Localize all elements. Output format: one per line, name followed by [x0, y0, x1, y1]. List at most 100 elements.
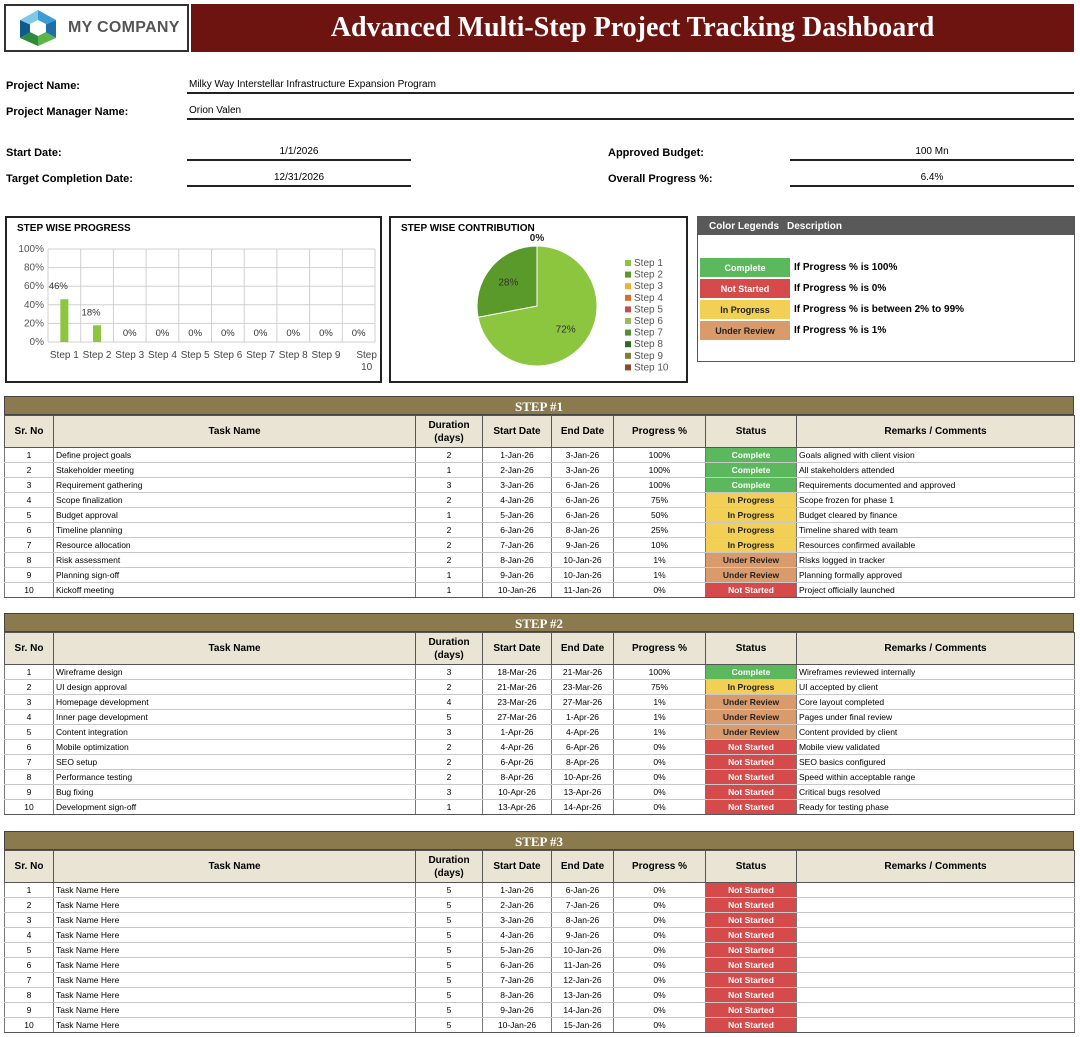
cell-sr[interactable]: 8 [4, 552, 54, 568]
cell-duration[interactable]: 1 [415, 799, 483, 815]
column-header-progress[interactable]: Progress % [613, 415, 706, 448]
cell-duration[interactable]: 5 [415, 882, 483, 898]
table-row[interactable]: 4 Task Name Here 5 4-Jan-26 9-Jan-26 0% Not St… [4, 927, 1075, 943]
table-row[interactable]: 9 Bug fixing 3 10-Apr-26 13-Apr-26 0% Not Star… [4, 784, 1075, 800]
cell-end[interactable]: 9-Jan-26 [551, 927, 614, 943]
table-row[interactable]: 4 Inner page development 5 27-Mar-26 1-Apr-2… [4, 709, 1075, 725]
cell-remarks[interactable]: Ready for testing phase [796, 799, 1075, 815]
cell-remarks[interactable] [796, 927, 1075, 943]
cell-progress[interactable]: 75% [613, 679, 706, 695]
cell-remarks[interactable]: Planning formally approved [796, 567, 1075, 583]
status-badge[interactable]: Not Started [705, 882, 797, 898]
cell-task[interactable]: Homepage development [53, 694, 416, 710]
cell-progress[interactable]: 0% [613, 769, 706, 785]
cell-start[interactable]: 10-Jan-26 [482, 1017, 552, 1033]
table-row[interactable]: 3 Requirement gathering 3 3-Jan-26 6-Jan-26 1… [4, 477, 1075, 493]
cell-duration[interactable]: 5 [415, 912, 483, 928]
table-row[interactable]: 6 Task Name Here 5 6-Jan-26 11-Jan-26 0% Not S… [4, 957, 1075, 973]
cell-start[interactable]: 27-Mar-26 [482, 709, 552, 725]
cell-end[interactable]: 10-Jan-26 [551, 567, 614, 583]
cell-remarks[interactable]: All stakeholders attended [796, 462, 1075, 478]
cell-remarks[interactable] [796, 882, 1075, 898]
cell-remarks[interactable] [796, 972, 1075, 988]
column-header-progress[interactable]: Progress % [613, 850, 706, 883]
cell-end[interactable]: 6-Apr-26 [551, 739, 614, 755]
cell-start[interactable]: 23-Mar-26 [482, 694, 552, 710]
cell-progress[interactable]: 25% [613, 522, 706, 538]
cell-start[interactable]: 3-Jan-26 [482, 477, 552, 493]
cell-task[interactable]: Task Name Here [53, 942, 416, 958]
cell-progress[interactable]: 1% [613, 709, 706, 725]
cell-duration[interactable]: 1 [415, 582, 483, 598]
column-header-status[interactable]: Status [705, 850, 797, 883]
table-row[interactable]: 10 Task Name Here 5 10-Jan-26 15-Jan-26 0% Not… [4, 1017, 1075, 1033]
table-row[interactable]: 5 Content integration 3 1-Apr-26 4-Apr-26 1% U… [4, 724, 1075, 740]
cell-sr[interactable]: 1 [4, 882, 54, 898]
table-row[interactable]: 6 Timeline planning 2 6-Jan-26 8-Jan-26 25% In… [4, 522, 1075, 538]
cell-duration[interactable]: 4 [415, 694, 483, 710]
cell-start[interactable]: 10-Apr-26 [482, 784, 552, 800]
cell-remarks[interactable]: Pages under final review [796, 709, 1075, 725]
status-badge[interactable]: Complete [705, 477, 797, 493]
cell-task[interactable]: Bug fixing [53, 784, 416, 800]
cell-sr[interactable]: 9 [4, 1002, 54, 1018]
column-header-status[interactable]: Status [705, 632, 797, 665]
cell-sr[interactable]: 7 [4, 537, 54, 553]
cell-end[interactable]: 4-Apr-26 [551, 724, 614, 740]
cell-end[interactable]: 14-Apr-26 [551, 799, 614, 815]
cell-progress[interactable]: 0% [613, 1002, 706, 1018]
column-header-end[interactable]: End Date [551, 415, 614, 448]
table-row[interactable]: 5 Budget approval 1 5-Jan-26 6-Jan-26 50% In P… [4, 507, 1075, 523]
cell-start[interactable]: 6-Apr-26 [482, 754, 552, 770]
column-header-end[interactable]: End Date [551, 850, 614, 883]
cell-duration[interactable]: 2 [415, 769, 483, 785]
table-row[interactable]: 10 Development sign-off 1 13-Apr-26 14-Apr-2… [4, 799, 1075, 815]
cell-start[interactable]: 5-Jan-26 [482, 507, 552, 523]
cell-remarks[interactable]: Timeline shared with team [796, 522, 1075, 538]
cell-remarks[interactable]: UI accepted by client [796, 679, 1075, 695]
cell-start[interactable]: 5-Jan-26 [482, 942, 552, 958]
cell-duration[interactable]: 1 [415, 462, 483, 478]
column-header-start[interactable]: Start Date [482, 415, 552, 448]
column-header-start[interactable]: Start Date [482, 632, 552, 665]
cell-start[interactable]: 7-Jan-26 [482, 537, 552, 553]
cell-sr[interactable]: 6 [4, 522, 54, 538]
table-row[interactable]: 4 Scope finalization 2 4-Jan-26 6-Jan-26 75% I… [4, 492, 1075, 508]
cell-task[interactable]: Risk assessment [53, 552, 416, 568]
cell-end[interactable]: 21-Mar-26 [551, 664, 614, 680]
cell-remarks[interactable] [796, 1017, 1075, 1033]
status-badge[interactable]: Not Started [705, 942, 797, 958]
cell-progress[interactable]: 0% [613, 957, 706, 973]
cell-start[interactable]: 2-Jan-26 [482, 897, 552, 913]
status-badge[interactable]: Not Started [705, 912, 797, 928]
column-header-remarks[interactable]: Remarks / Comments [796, 850, 1075, 883]
cell-start[interactable]: 8-Jan-26 [482, 552, 552, 568]
table-row[interactable]: 2 UI design approval 2 21-Mar-26 23-Mar-26 75… [4, 679, 1075, 695]
column-header-duration[interactable]: Duration (days) [415, 415, 483, 448]
status-badge[interactable]: Not Started [705, 1002, 797, 1018]
cell-duration[interactable]: 3 [415, 664, 483, 680]
cell-progress[interactable]: 0% [613, 897, 706, 913]
cell-progress[interactable]: 0% [613, 784, 706, 800]
cell-end[interactable]: 1-Apr-26 [551, 709, 614, 725]
cell-remarks[interactable]: Risks logged in tracker [796, 552, 1075, 568]
status-badge[interactable]: In Progress [705, 507, 797, 523]
cell-end[interactable]: 8-Jan-26 [551, 522, 614, 538]
cell-sr[interactable]: 3 [4, 694, 54, 710]
cell-progress[interactable]: 100% [613, 664, 706, 680]
column-header-remarks[interactable]: Remarks / Comments [796, 632, 1075, 665]
table-row[interactable]: 7 SEO setup 2 6-Apr-26 8-Apr-26 0% Not Started… [4, 754, 1075, 770]
table-row[interactable]: 2 Task Name Here 5 2-Jan-26 7-Jan-26 0% Not St… [4, 897, 1075, 913]
cell-duration[interactable]: 2 [415, 754, 483, 770]
cell-duration[interactable]: 2 [415, 522, 483, 538]
cell-sr[interactable]: 1 [4, 447, 54, 463]
cell-duration[interactable]: 5 [415, 1017, 483, 1033]
cell-start[interactable]: 2-Jan-26 [482, 462, 552, 478]
cell-remarks[interactable]: Goals aligned with client vision [796, 447, 1075, 463]
cell-start[interactable]: 1-Jan-26 [482, 447, 552, 463]
cell-duration[interactable]: 3 [415, 784, 483, 800]
table-row[interactable]: 10 Kickoff meeting 1 10-Jan-26 11-Jan-26 0% No… [4, 582, 1075, 598]
cell-task[interactable]: Content integration [53, 724, 416, 740]
cell-task[interactable]: Kickoff meeting [53, 582, 416, 598]
cell-progress[interactable]: 0% [613, 582, 706, 598]
